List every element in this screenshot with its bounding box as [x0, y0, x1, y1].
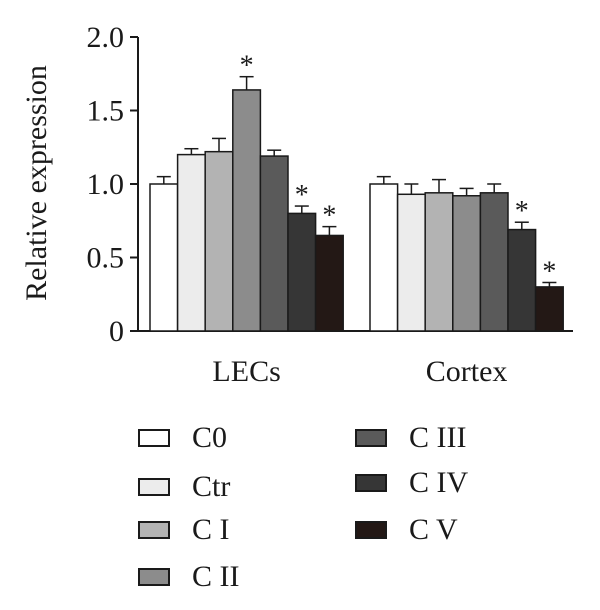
- x-tick-labels: LECs Cortex: [212, 355, 507, 388]
- y-axis-label: Relative expression: [20, 65, 53, 301]
- bar-c-i-cortex: [424, 192, 454, 332]
- significance-marker: *: [322, 201, 336, 232]
- x-tick-label-cortex: Cortex: [426, 355, 508, 388]
- bars: * * * * *: [149, 51, 564, 332]
- y-tick-label: 2.0: [87, 21, 125, 54]
- bar-c-v-lecs: [314, 234, 344, 332]
- bar-c0-lecs: [149, 183, 179, 332]
- x-tick-label-lecs: LECs: [212, 355, 280, 388]
- bar-c0-cortex: [369, 183, 399, 332]
- bar-c-ii-lecs: [232, 89, 262, 332]
- significance-marker: *: [295, 180, 309, 211]
- bar-c-iv-cortex: [507, 228, 537, 332]
- y-tick-label: 1.0: [87, 168, 125, 201]
- y-tick-label: 1.5: [87, 95, 125, 128]
- y-tick-label: 0.5: [87, 242, 125, 275]
- bar-c-iii-lecs: [259, 155, 289, 332]
- bar-c-iv-lecs: [287, 212, 317, 332]
- significance-marker: *: [542, 256, 556, 287]
- y-tick-label: 0: [109, 315, 124, 348]
- bar-c-iii-cortex: [479, 192, 509, 332]
- bar-c-v-cortex: [534, 286, 564, 332]
- bar-c-ii-cortex: [452, 195, 482, 332]
- bar-c-i-lecs: [204, 150, 234, 332]
- significance-marker: *: [240, 51, 254, 82]
- significance-marker: *: [515, 196, 529, 227]
- y-ticks: 0 0.5 1.0 1.5 2.0: [87, 21, 138, 348]
- bar-ctr-lecs: [176, 153, 206, 332]
- bar-ctr-cortex: [396, 193, 426, 332]
